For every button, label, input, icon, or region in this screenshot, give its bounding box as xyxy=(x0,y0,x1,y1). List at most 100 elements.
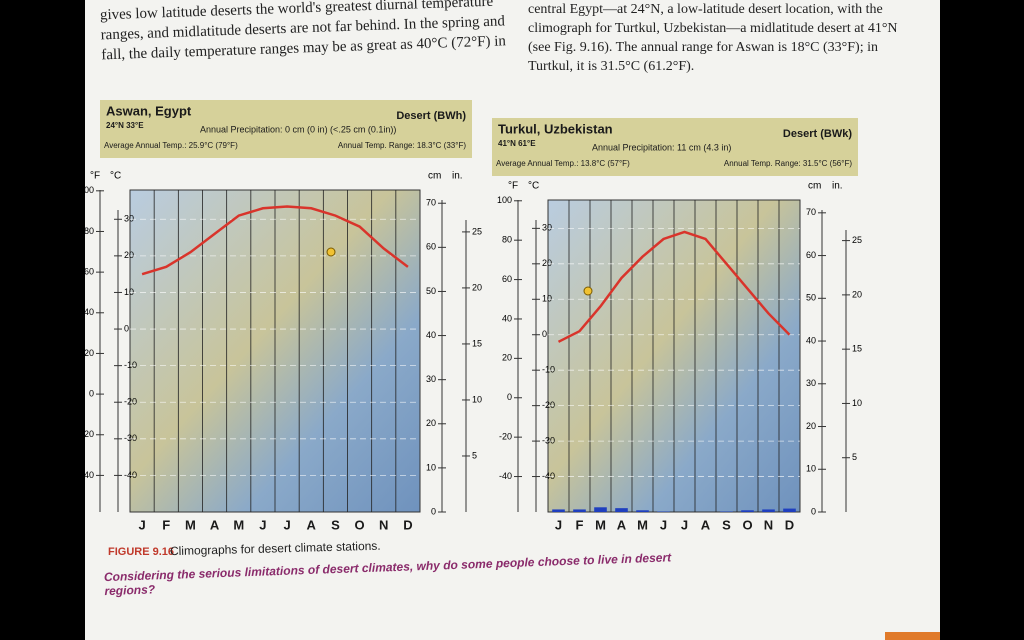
c-tick-label: 10 xyxy=(542,294,552,304)
temperature-line xyxy=(557,230,791,343)
avg-temp-text: Average Annual Temp.: 25.9°C (79°F) xyxy=(104,141,238,150)
f-tick-label: 80 xyxy=(84,226,94,236)
cm-tick-label: 60 xyxy=(806,250,816,260)
c-tick-label: -30 xyxy=(542,435,555,445)
cm-tick-label: 20 xyxy=(806,421,816,431)
precip-bar xyxy=(741,510,754,512)
precip-bar xyxy=(636,510,649,512)
month-label: A xyxy=(701,517,711,532)
month-label: M xyxy=(595,517,606,532)
precip-bar xyxy=(552,509,565,512)
in-tick-label: 10 xyxy=(852,398,862,408)
paragraph-line: climograph for Turtkul, Uzbekistan—a mid… xyxy=(528,21,898,36)
y2-unit: °F xyxy=(90,171,100,182)
month-label: J xyxy=(138,517,145,532)
f-tick-label: 100 xyxy=(497,195,512,205)
precipitation-text: Annual Precipitation: 11 cm (4.3 in) xyxy=(592,142,731,152)
month-label: F xyxy=(576,517,584,532)
station-marker xyxy=(583,286,593,296)
c-tick-label: 20 xyxy=(124,250,134,260)
header-box xyxy=(100,100,472,158)
precipitation-text: Annual Precipitation: 0 cm (0 in) (<.25 … xyxy=(200,124,396,134)
precip-bar xyxy=(615,508,628,512)
range-text: Annual Temp. Range: 18.3°C (33°F) xyxy=(338,141,466,150)
c-tick-label: 0 xyxy=(542,329,547,339)
cm-tick-label: 0 xyxy=(431,506,436,516)
figure-caption: Climographs for desert climate stations. xyxy=(170,539,381,559)
question-line: regions? xyxy=(104,582,156,598)
station-marker xyxy=(326,247,336,257)
f-tick-label: 40 xyxy=(84,307,94,317)
in-tick-label: 5 xyxy=(472,450,477,460)
range-text: Annual Temp. Range: 31.5°C (56°F) xyxy=(724,159,852,168)
month-label: J xyxy=(660,517,667,532)
paragraph-line: Turtkul, it is 31.5°C (61.2°F). xyxy=(528,59,694,74)
month-label: A xyxy=(210,517,220,532)
cm-tick-label: 30 xyxy=(806,378,816,388)
cm-unit: cm xyxy=(428,171,441,182)
climate-type: Desert (BWk) xyxy=(783,128,852,140)
paragraph-line: (see Fig. 9.16). The annual range for As… xyxy=(528,40,878,55)
month-label: S xyxy=(722,517,731,532)
cm-tick-label: 50 xyxy=(426,286,436,296)
avg-temp-text: Average Annual Temp.: 13.8°C (57°F) xyxy=(496,159,630,168)
month-label: M xyxy=(637,517,648,532)
precip-bar xyxy=(762,509,775,512)
y-unit: °C xyxy=(528,181,539,192)
month-label: M xyxy=(185,517,196,532)
c-tick-label: 10 xyxy=(124,287,134,297)
coords: 41°N 61°E xyxy=(498,139,536,148)
in-tick-label: 25 xyxy=(472,226,482,236)
f-tick-label: -20 xyxy=(499,432,512,442)
cm-tick-label: 10 xyxy=(426,462,436,472)
month-label: J xyxy=(555,517,562,532)
in-tick-label: 5 xyxy=(852,452,857,462)
cm-tick-label: 60 xyxy=(426,242,436,252)
cm-tick-label: 10 xyxy=(806,464,816,474)
in-tick-label: 15 xyxy=(852,344,862,354)
month-label: M xyxy=(233,517,244,532)
cm-tick-label: 50 xyxy=(806,293,816,303)
c-tick-label: 30 xyxy=(124,214,134,224)
c-tick-label: 30 xyxy=(542,223,552,233)
climate-type: Desert (BWh) xyxy=(396,110,466,122)
in-tick-label: 20 xyxy=(472,282,482,292)
c-tick-label: -10 xyxy=(542,365,555,375)
c-tick-label: -40 xyxy=(542,471,555,481)
f-tick-label: 60 xyxy=(84,267,94,277)
station-name: Aswan, Egypt xyxy=(106,103,192,118)
f-tick-label: 0 xyxy=(89,388,94,398)
figure-label: FIGURE 9.16 xyxy=(108,546,174,558)
in-unit: in. xyxy=(832,181,843,192)
y2-unit: °F xyxy=(508,181,518,192)
month-label: J xyxy=(681,517,688,532)
month-label: J xyxy=(283,517,290,532)
in-tick-label: 20 xyxy=(852,289,862,299)
month-label: J xyxy=(259,517,266,532)
cm-tick-label: 40 xyxy=(806,335,816,345)
c-tick-label: -20 xyxy=(542,400,555,410)
cm-tick-label: 70 xyxy=(426,198,436,208)
c-tick-label: 20 xyxy=(542,258,552,268)
paragraph-line: central Egypt—at 24°N, a low-latitude de… xyxy=(528,2,883,17)
month-label: A xyxy=(617,517,627,532)
precip-bar xyxy=(594,507,607,512)
climograph: Turkul, Uzbekistan 41°N 61°E Desert (BWk) A… xyxy=(492,118,862,532)
cm-tick-label: 0 xyxy=(811,506,816,516)
c-tick-label: -10 xyxy=(124,360,137,370)
in-tick-label: 10 xyxy=(472,394,482,404)
f-tick-label: 60 xyxy=(502,274,512,284)
f-tick-label: 100 xyxy=(79,185,94,195)
month-label: D xyxy=(785,517,794,532)
c-tick-label: 0 xyxy=(124,323,129,333)
month-label: N xyxy=(379,517,388,532)
f-tick-label: -40 xyxy=(499,471,512,481)
cm-tick-label: 20 xyxy=(426,418,436,428)
f-tick-label: 80 xyxy=(502,235,512,245)
temperature-line xyxy=(141,205,409,276)
c-tick-label: -20 xyxy=(124,397,137,407)
corner-tab xyxy=(885,632,940,640)
